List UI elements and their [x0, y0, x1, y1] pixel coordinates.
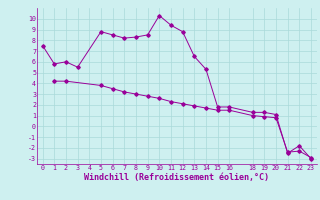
X-axis label: Windchill (Refroidissement éolien,°C): Windchill (Refroidissement éolien,°C)	[84, 173, 269, 182]
